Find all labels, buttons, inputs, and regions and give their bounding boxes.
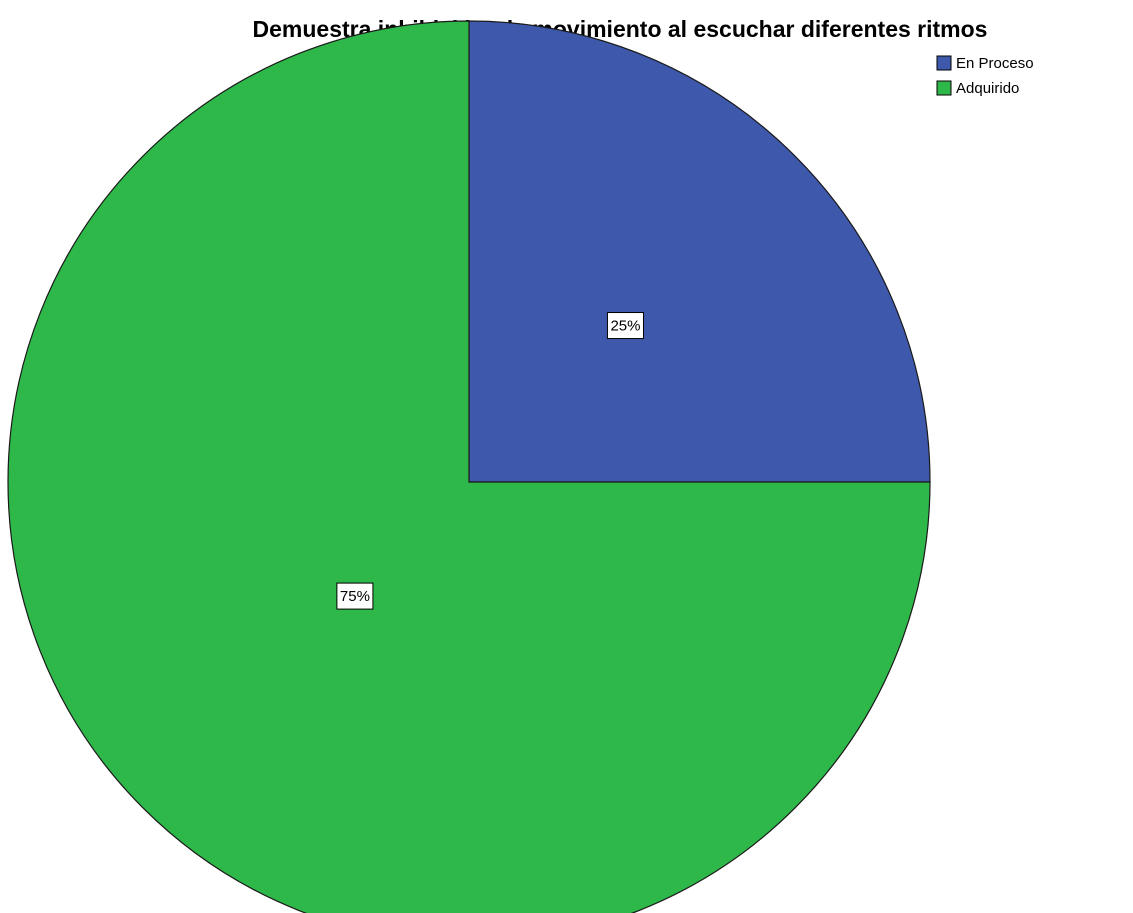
legend-label: Adquirido: [956, 80, 1019, 97]
legend-swatch: [936, 80, 952, 96]
value-label: 75%: [340, 588, 370, 605]
legend-label: En Proceso: [956, 55, 1034, 72]
pie-slice: [468, 20, 931, 483]
legend-swatch: [936, 55, 952, 71]
value-label: 25%: [610, 318, 640, 335]
value-label-box: [336, 582, 374, 610]
pie-slice: [7, 20, 931, 913]
value-label-box: [606, 312, 644, 340]
